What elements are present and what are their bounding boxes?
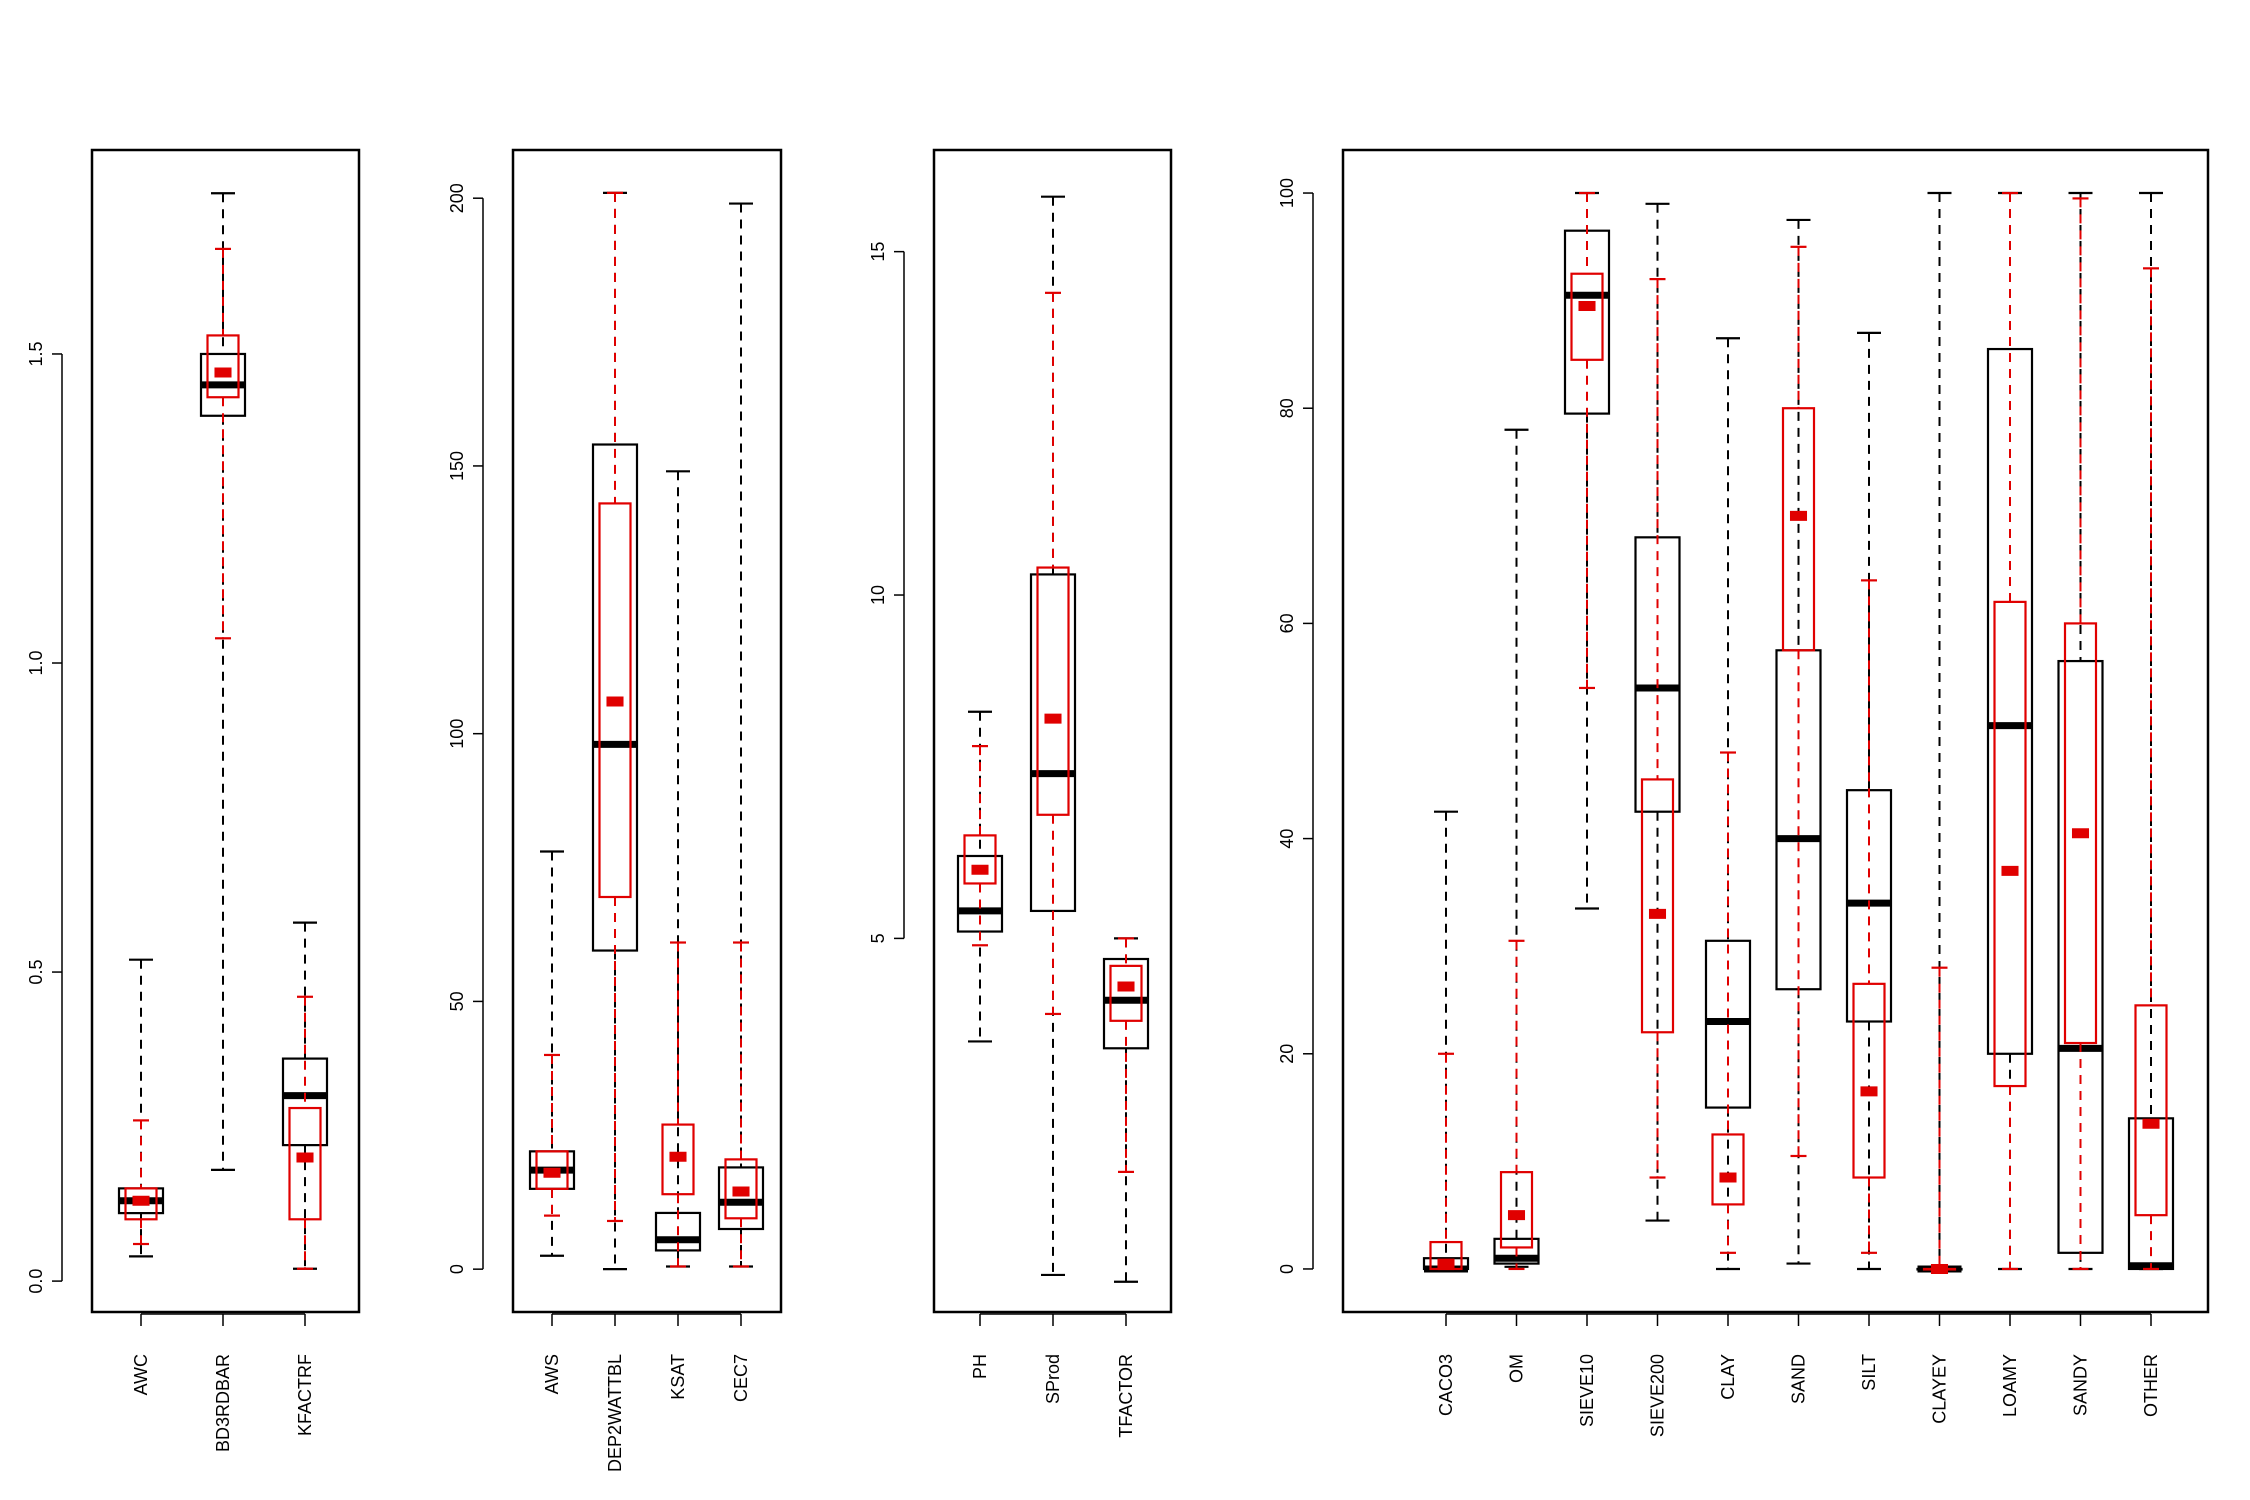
box-kfactrf-red xyxy=(288,995,322,1270)
box-sprod-red xyxy=(1036,291,1070,1016)
plot-frame xyxy=(511,148,783,1314)
y-tick-label: 10 xyxy=(868,585,888,605)
y-tick-label: 100 xyxy=(447,719,467,749)
y-tick-label: 0.5 xyxy=(26,960,46,985)
panel-ph-productivity: 5 10 15 PH SProd TFACTOR xyxy=(868,148,1173,1438)
x-tick-label: SANDY xyxy=(2071,1354,2091,1416)
box-iqr xyxy=(1986,347,2034,1055)
box-iqr xyxy=(1036,566,1070,816)
box-iqr xyxy=(1852,982,1886,1179)
box-iqr xyxy=(1499,1171,1534,1249)
x-tick-label: SIEVE10 xyxy=(1577,1354,1597,1427)
x-tick-label: CEC7 xyxy=(731,1354,751,1402)
x-tick-label: CLAYEY xyxy=(1930,1354,1950,1424)
box-bd3rdbar-red xyxy=(206,247,240,640)
box-sieve200-red xyxy=(1640,278,1675,1179)
box-om-red xyxy=(1499,939,1534,1271)
x-tick-label: PH xyxy=(970,1354,990,1379)
plot-frame xyxy=(1341,148,2210,1314)
box-iqr xyxy=(1429,1240,1463,1271)
box-iqr xyxy=(661,1123,695,1196)
box-loamy-red xyxy=(1993,191,2027,1271)
x-tick-label: KSAT xyxy=(668,1354,688,1400)
box-dep2wattbl-red xyxy=(598,191,632,1223)
y-tick-label: 0 xyxy=(447,1264,467,1274)
y-tick-label: 80 xyxy=(1277,398,1297,418)
x-tick-label: CACO3 xyxy=(1436,1354,1456,1416)
box-iqr xyxy=(124,1187,158,1221)
box-iqr xyxy=(288,1106,322,1221)
box-iqr xyxy=(1640,778,1675,1034)
box-awc-red xyxy=(124,1119,158,1246)
y-tick-label: 150 xyxy=(447,451,467,481)
box-sand-red xyxy=(1781,245,1816,1158)
box-iqr xyxy=(724,1158,758,1220)
plot-frame xyxy=(90,148,361,1314)
box-silt-red xyxy=(1852,579,1886,1254)
box-iqr xyxy=(963,834,997,885)
x-tick-label: KFACTRF xyxy=(295,1354,315,1436)
panel-texture-composition: 0 20 40 60 80 100 CACO3 OM SIEVE10 SIEVE200 CLAY SA… xyxy=(1277,148,2210,1437)
x-tick-label: AWS xyxy=(542,1354,562,1394)
box-iqr xyxy=(535,1150,569,1190)
x-tick-label: LOAMY xyxy=(2000,1354,2020,1417)
box-tfactor-red xyxy=(1109,937,1143,1174)
x-tick-label: OTHER xyxy=(2141,1354,2161,1417)
box-iqr xyxy=(2063,622,2098,1045)
box-clay-red xyxy=(1711,751,1745,1254)
x-tick-label: CLAY xyxy=(1718,1354,1738,1400)
x-tick-label: OM xyxy=(1507,1354,1527,1383)
panel-storage-conductivity: 0 50 100 150 200 AWS DEP2WATTBL KSAT CEC7 xyxy=(447,148,783,1472)
box-sandy-red xyxy=(2063,197,2098,1271)
box-iqr xyxy=(2134,1004,2168,1217)
box-iqr xyxy=(1570,272,1604,361)
y-tick-label: 60 xyxy=(1277,613,1297,633)
y-tick-label: 20 xyxy=(1277,1044,1297,1064)
x-tick-label: DEP2WATTBL xyxy=(605,1354,625,1472)
box-aws-red xyxy=(535,1053,569,1217)
x-tick-label: SILT xyxy=(1859,1354,1879,1391)
box-sieve10-red xyxy=(1570,191,1604,690)
plot-frame xyxy=(932,148,1173,1314)
box-iqr xyxy=(1993,600,2027,1088)
box-iqr xyxy=(598,502,632,899)
x-tick-label: SIEVE200 xyxy=(1648,1354,1668,1437)
panel-soil-water-density: 0.0 0.5 1.0 1.5 AWC BD3RDBAR KFACTRF xyxy=(26,148,361,1452)
y-tick-label: 1.0 xyxy=(26,650,46,675)
box-iqr xyxy=(1109,964,1143,1022)
y-tick-label: 40 xyxy=(1277,829,1297,849)
box-iqr xyxy=(206,334,240,399)
box-iqr xyxy=(281,1057,329,1147)
x-tick-label: SProd xyxy=(1043,1354,1063,1404)
box-cec7-red xyxy=(724,941,758,1268)
x-tick-label: BD3RDBAR xyxy=(213,1354,233,1452)
box-iqr xyxy=(717,1166,765,1231)
box-caco3-red xyxy=(1429,1052,1463,1271)
y-tick-label: 0.0 xyxy=(26,1269,46,1294)
y-tick-label: 50 xyxy=(447,991,467,1011)
box-iqr xyxy=(1634,536,1681,813)
box-other-red xyxy=(2134,267,2168,1271)
box-clayey-black xyxy=(1916,191,1963,1273)
x-tick-label: TFACTOR xyxy=(1116,1354,1136,1438)
x-tick-label: AWC xyxy=(131,1354,151,1395)
box-iqr xyxy=(1711,1133,1745,1206)
y-tick-label: 1.5 xyxy=(26,341,46,366)
y-tick-label: 5 xyxy=(868,933,888,943)
box-ksat-red xyxy=(661,941,695,1268)
y-tick-label: 15 xyxy=(868,242,888,262)
x-tick-label: SAND xyxy=(1789,1354,1809,1404)
y-tick-label: 0 xyxy=(1277,1264,1297,1274)
box-ph-red xyxy=(963,745,997,947)
box-clayey-red xyxy=(1922,966,1957,1274)
y-tick-label: 200 xyxy=(447,183,467,213)
box-iqr xyxy=(1781,407,1816,652)
y-tick-label: 100 xyxy=(1277,178,1297,208)
